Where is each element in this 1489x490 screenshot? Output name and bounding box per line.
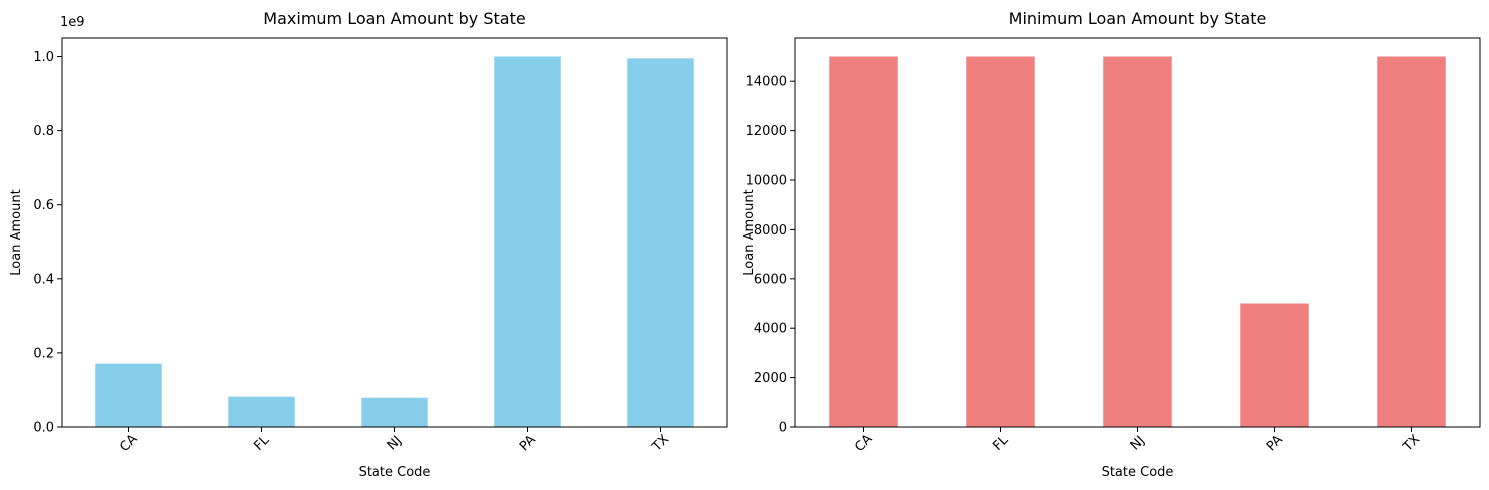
chart-1-group: CA FL NJ PA TX 0.0 0.2 0.4 0.6 0.8 1.0 1e9 Maximum L… [9,9,728,480]
chart-2-y-tick-label-1: 2000 [754,371,787,386]
chart-2-group: CA FL NJ PA TX 0 2000 4000 6000 8000 10000 12000 140… [742,9,1481,480]
chart-1-bar-pa [494,56,561,428]
chart-2-y-tick-label-5: 10000 [746,174,787,189]
chart-2-y-tick-label-3: 6000 [754,272,787,287]
chart-1-y-axis-label: Loan Amount [9,189,24,275]
chart-1-x-tick-label-pa: PA [517,432,539,454]
chart-2-bar-pa [1240,303,1309,427]
chart-1-y-tick-label-3: 0.6 [33,198,54,213]
chart-1-x-tick-label-fl: FL [251,432,273,454]
chart-1-y-tick-label-5: 1.0 [33,50,54,65]
chart-1-y-tick-label-1: 0.2 [33,346,54,361]
chart-1-bar-fl [228,396,295,427]
chart-2-x-tick-label-tx: TX [1400,432,1423,455]
chart-2-x-tick-label-pa: PA [1264,432,1286,454]
chart-2-bar-nj [1103,56,1172,428]
chart-1-y-tick-label-4: 0.8 [33,124,54,139]
chart-1-y-tick-label-2: 0.4 [33,272,54,287]
chart-2-y-tick-label-4: 8000 [754,223,787,238]
chart-1-x-tick-label-ca: CA [117,432,140,455]
chart-2-title: Minimum Loan Amount by State [1009,9,1267,28]
chart-2-bar-ca [829,56,898,428]
chart-2-x-axis-label: State Code [1102,465,1174,480]
chart-2-x-tick-label-ca: CA [852,432,875,455]
chart-2-y-tick-label-0: 0 [779,421,787,436]
chart-1-bar-tx [627,58,694,427]
chart-2-x-tick-label-fl: FL [990,432,1012,454]
chart-1-title: Maximum Loan Amount by State [263,9,525,28]
chart-2-y-tick-label-6: 12000 [746,124,787,139]
chart-1-bar-nj [361,397,428,427]
chart-1-y-offset-label: 1e9 [60,15,85,30]
chart-2-bar-fl [966,56,1035,428]
chart-2-bar-tx [1377,56,1446,428]
chart-1-x-tick-label-tx: TX [649,432,672,455]
chart-2-x-tick-label-nj: NJ [1128,433,1148,453]
chart-2-y-tick-label-7: 14000 [746,75,787,90]
chart-1-x-tick-label-nj: NJ [385,433,405,453]
chart-2-y-tick-label-2: 4000 [754,322,787,337]
chart-2-y-axis-label: Loan Amount [742,189,757,275]
chart-1-bar-ca [95,363,162,427]
chart-1-x-axis-label: State Code [359,465,431,480]
chart-1-y-tick-label-0: 0.0 [33,421,54,436]
